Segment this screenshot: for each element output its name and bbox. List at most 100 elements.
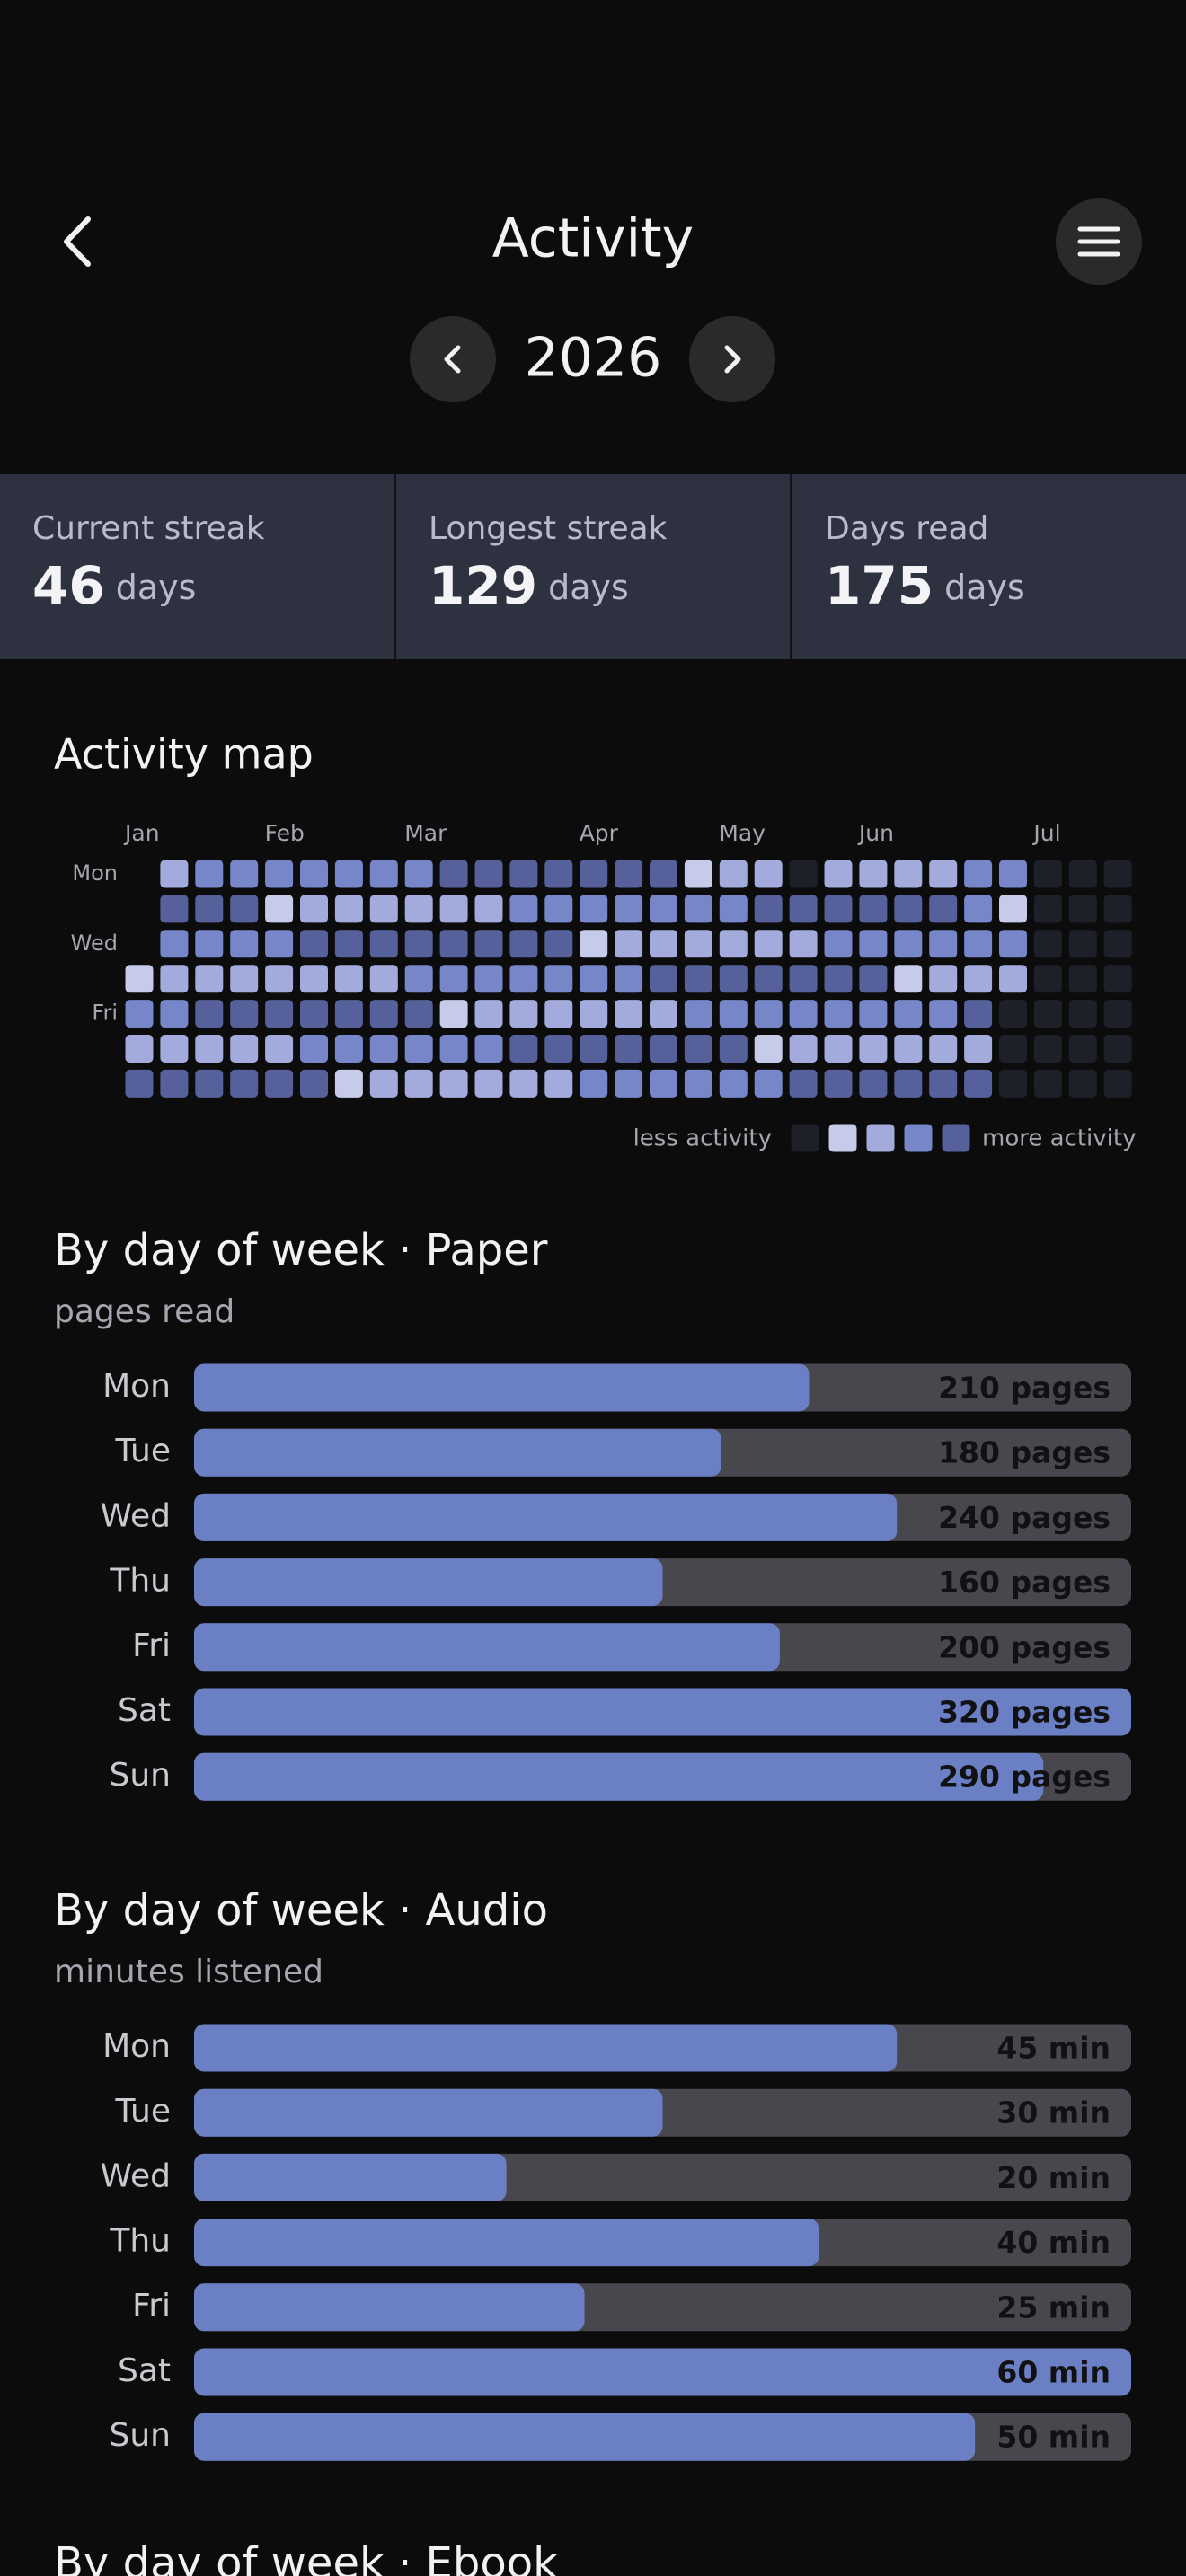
heatmap-cell	[1068, 930, 1097, 958]
heatmap-cell	[580, 965, 608, 993]
heatmap-cell	[125, 965, 154, 993]
heatmap-cell	[580, 1069, 608, 1098]
heatmap-cell	[1068, 895, 1097, 923]
back-hit[interactable]	[45, 207, 108, 277]
heatmap-cell	[1033, 930, 1062, 958]
prev-circle[interactable]	[410, 316, 496, 402]
weekday-label: Fri	[92, 1001, 118, 1026]
stat-unit: days	[116, 568, 197, 607]
heatmap-cell	[964, 860, 993, 888]
heatmap-cell	[160, 930, 189, 958]
heatmap-cell	[1033, 860, 1062, 888]
heatmap-cell	[230, 895, 259, 923]
heatmap-cell	[230, 930, 259, 958]
heatmap-cell	[650, 860, 677, 888]
heatmap-cell	[580, 1000, 608, 1028]
heatmap-cell	[1033, 1035, 1062, 1063]
bar-value-label: 200 pages	[938, 1629, 1111, 1664]
next-circle[interactable]	[689, 316, 775, 402]
heatmap-cell	[999, 930, 1027, 958]
next-year-button[interactable]	[689, 316, 775, 402]
heatmap-cell	[300, 965, 328, 993]
heatmap-cell	[334, 1035, 363, 1063]
heatmap-cell	[544, 930, 573, 958]
heatmap-cell	[334, 860, 363, 888]
heatmap-cell	[684, 965, 712, 993]
stat-unit: days	[944, 568, 1025, 607]
back-button[interactable]	[45, 207, 108, 277]
heatmap-cell	[754, 1069, 783, 1098]
heatmap-cell	[964, 1069, 993, 1098]
heatmap-cell	[580, 930, 608, 958]
heatmap-cell	[439, 965, 468, 993]
heatmap-cell	[404, 930, 433, 958]
heatmap-cell	[789, 1000, 818, 1028]
bar	[194, 2024, 898, 2072]
heatmap-cell	[894, 895, 923, 923]
heatmap-cell	[684, 1035, 712, 1063]
heatmap-cell	[929, 930, 958, 958]
bar-value-label: 60 min	[996, 2355, 1111, 2390]
heatmap-cell	[1068, 965, 1097, 993]
heatmap-cell	[615, 930, 643, 958]
heatmap-cell	[334, 930, 363, 958]
day-label: Fri	[132, 2288, 171, 2325]
next-icon	[724, 345, 741, 374]
heatmap-cell	[1103, 1000, 1132, 1028]
bar-value-label: 240 pages	[938, 1500, 1111, 1535]
weekday-label: Mon	[72, 860, 118, 886]
prev-year-button[interactable]	[410, 316, 496, 402]
stats-band	[0, 474, 1186, 659]
day-label: Tue	[115, 2093, 172, 2130]
heatmap-cell	[195, 965, 224, 993]
heatmap-cell	[615, 965, 643, 993]
heatmap-cell	[719, 860, 748, 888]
heatmap-cell	[195, 930, 224, 958]
heatmap-cell	[1068, 860, 1097, 888]
heatmap-cell	[964, 930, 993, 958]
heatmap-cell	[544, 895, 573, 923]
heatmap-cell	[1103, 965, 1132, 993]
bar-value-label: 210 pages	[938, 1371, 1111, 1406]
legend-cell	[828, 1124, 857, 1152]
bar-value-label: 50 min	[996, 2420, 1111, 2455]
heatmap-cell	[544, 965, 573, 993]
bar-value-label: 20 min	[996, 2160, 1111, 2195]
legend-less: less activity	[633, 1125, 772, 1152]
heatmap-cell	[544, 860, 573, 888]
heatmap-cell	[439, 895, 468, 923]
day-label: Mon	[102, 1368, 171, 1405]
month-label: Jan	[123, 820, 160, 846]
bar	[194, 2348, 1131, 2396]
day-label: Sun	[110, 1757, 171, 1794]
heatmap-cell	[439, 1000, 468, 1028]
heatmap-cell	[369, 895, 398, 923]
heatmap-cell	[160, 860, 189, 888]
bar	[194, 1428, 721, 1477]
heatmap-cell	[615, 1000, 643, 1028]
heatmap-cell	[684, 1069, 712, 1098]
bar	[194, 2153, 507, 2201]
heatmap-cell	[509, 1000, 538, 1028]
heatmap-cell	[615, 895, 643, 923]
menu-button[interactable]	[1056, 198, 1142, 285]
heatmap-cell	[509, 860, 538, 888]
bar-value-label: 30 min	[996, 2095, 1111, 2130]
bar	[194, 2088, 663, 2137]
heatmap-cell	[894, 1069, 923, 1098]
heatmap-cell	[999, 1035, 1027, 1063]
heatmap-cell	[824, 965, 853, 993]
stat-value: 175 days	[825, 555, 1025, 616]
heatmap-cell	[789, 860, 818, 888]
heatmap-cell	[509, 895, 538, 923]
heatmap-cell	[265, 930, 294, 958]
bar-value-label: 40 min	[996, 2225, 1111, 2260]
heatmap-cell	[929, 965, 958, 993]
heatmap-cell	[894, 1035, 923, 1063]
bar	[194, 1493, 898, 1541]
heatmap-cell	[964, 1035, 993, 1063]
heatmap-cell	[684, 1000, 712, 1028]
